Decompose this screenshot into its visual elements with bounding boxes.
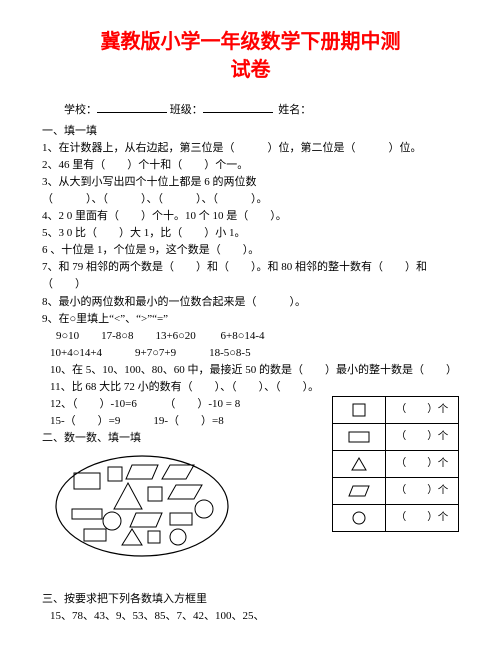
q3a: 3、从大到小写出四个十位上都是 6 的两位数: [42, 174, 459, 191]
name-label: 姓名：: [278, 104, 311, 116]
class-label: 班级：: [170, 104, 203, 116]
q10: 10、在 5、10、100、80、60 中，最接近 50 的数是（ ）最小的整十…: [50, 362, 459, 379]
page-title: 冀教版小学一年级数学下册期中测 试卷: [42, 28, 459, 84]
title-line1: 冀教版小学一年级数学下册期中测: [101, 31, 401, 53]
count-cell: （ ）个: [386, 504, 459, 531]
section3-numbers: 15、78、43、9、53、85、7、42、100、25、: [50, 608, 459, 625]
school-blank: [97, 102, 167, 113]
table-row: （ ）个: [333, 423, 459, 450]
parallelogram-icon: [333, 477, 386, 504]
table-row: （ ）个: [333, 450, 459, 477]
info-line: 学校： 班级： 姓名：: [42, 102, 459, 119]
count-cell: （ ）个: [386, 396, 459, 423]
count-cell: （ ）个: [386, 450, 459, 477]
table-row: （ ）个: [333, 504, 459, 531]
q9: 9、在○里填上“<”、“>”“=”: [42, 311, 459, 328]
q8: 8、最小的两位数和最小的一位数合起来是（ ）。: [42, 294, 459, 311]
class-blank: [203, 102, 273, 113]
table-row: （ ）个: [333, 396, 459, 423]
shapes-oval-diagram: [52, 451, 232, 561]
q4: 4、2 0 里面有（ ）个十。10 个 10 是（ ）。: [42, 208, 459, 225]
circle-icon: [333, 504, 386, 531]
school-label: 学校：: [64, 104, 97, 116]
q13: 15-（ ）=9 19-（ ）=8: [50, 413, 332, 430]
section1-heading: 一、填一填: [42, 123, 459, 140]
shape-count-table: （ ）个 （ ）个 （ ）个 （ ）个: [332, 396, 459, 532]
rectangle-icon: [333, 423, 386, 450]
q7: 7、和 79 相邻的两个数是（ ）和（ ）。和 80 相邻的整十数有（ ）和（ …: [42, 259, 459, 293]
q9-row2: 10+4○14+4 9+7○7+9 18-5○8-5: [50, 345, 459, 362]
q1: 1、在计数器上，从右边起，第三位是（ ）位，第二位是（ ）位。: [42, 140, 459, 157]
q2: 2、46 里有（ ）个十和（ ）个一。: [42, 157, 459, 174]
count-cell: （ ）个: [386, 423, 459, 450]
table-row: （ ）个: [333, 477, 459, 504]
section2-heading: 二、数一数、填一填: [42, 430, 332, 447]
q3b: （ ）、（ ）、（ ）、（ ）。: [42, 191, 459, 208]
section3-heading: 三、按要求把下列各数填入方框里: [42, 591, 459, 608]
q5: 5、3 0 比（ ）大 1，比（ ）小 1。: [42, 225, 459, 242]
title-line2: 试卷: [231, 59, 271, 81]
square-icon: [333, 396, 386, 423]
count-cell: （ ）个: [386, 477, 459, 504]
q6: 6 、十位是 1，个位是 9，这个数是（ ）。: [42, 242, 459, 259]
q12: 12、（ ）-10=6 （ ）-10 = 8: [50, 396, 332, 413]
triangle-icon: [333, 450, 386, 477]
q9-row1: 9○10 17-8○8 13+6○20 6+8○14-4: [56, 328, 459, 345]
q11: 11、比 68 大比 72 小的数有（ ）、（ ）、（ ）。: [50, 379, 459, 396]
